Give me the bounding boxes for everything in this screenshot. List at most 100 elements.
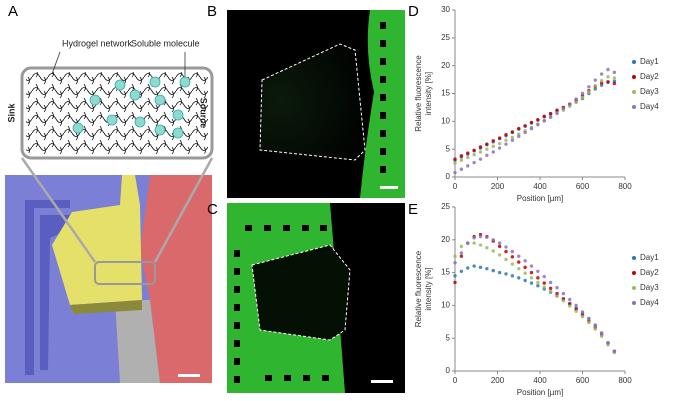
- point: [510, 255, 515, 259]
- point: [529, 276, 534, 280]
- point: [593, 78, 597, 82]
- point: [542, 285, 546, 289]
- point: [459, 269, 464, 273]
- dark-channel: [330, 203, 405, 393]
- legend-marker: [632, 271, 636, 275]
- render-hydrogel: [52, 175, 142, 305]
- point: [497, 270, 502, 275]
- point: [491, 144, 495, 149]
- point: [459, 158, 464, 162]
- point: [453, 161, 457, 165]
- leader: [51, 51, 61, 75]
- y-tick-label: 25: [441, 33, 450, 42]
- point: [606, 341, 610, 345]
- point: [517, 266, 521, 271]
- point: [478, 150, 483, 154]
- point: [459, 167, 464, 171]
- y-tick-label: 5: [446, 144, 451, 153]
- point: [453, 254, 457, 258]
- x-tick-label: 600: [576, 182, 590, 191]
- y-tick-label: 10: [441, 301, 450, 310]
- molecule-label: Soluble molecule: [131, 38, 200, 48]
- point: [485, 142, 489, 146]
- point: [472, 241, 476, 245]
- x-tick-label: 400: [533, 376, 547, 385]
- point: [497, 244, 502, 249]
- point: [612, 349, 617, 354]
- y-tick-label: 20: [441, 235, 450, 244]
- point: [453, 157, 457, 161]
- y-tick-label: 0: [446, 172, 451, 181]
- legend-marker: [632, 90, 636, 94]
- panel-label: C: [207, 201, 218, 218]
- point: [497, 241, 502, 245]
- point: [485, 245, 489, 250]
- point: [459, 251, 464, 255]
- point: [529, 120, 534, 125]
- point: [504, 132, 508, 137]
- point: [612, 81, 617, 86]
- legend-marker: [632, 256, 636, 260]
- point: [466, 164, 470, 168]
- point: [580, 95, 585, 100]
- x-tick-label: 200: [491, 376, 505, 385]
- point: [453, 280, 457, 285]
- point: [472, 153, 476, 157]
- point: [536, 117, 540, 122]
- point: [459, 154, 464, 158]
- scale-bar: [178, 374, 200, 377]
- molecules: [72, 76, 191, 139]
- y-tick-label: 30: [441, 5, 450, 14]
- y-axis-title: Relative fluorescence: [414, 55, 423, 132]
- y-tick-label: 0: [446, 366, 451, 375]
- y-axis-title: intensity [%]: [424, 267, 433, 310]
- point: [555, 294, 559, 298]
- point: [548, 280, 553, 285]
- point: [504, 257, 508, 262]
- network-label: Hydrogel network: [62, 38, 133, 48]
- point: [517, 276, 521, 280]
- point: [504, 142, 508, 146]
- point: [529, 264, 534, 268]
- hydrogel-region: [252, 245, 350, 340]
- pillars: [234, 225, 329, 383]
- point: [536, 280, 540, 285]
- point: [491, 150, 495, 154]
- point: [478, 234, 483, 239]
- point: [606, 67, 610, 72]
- point: [504, 138, 508, 142]
- point: [504, 249, 508, 254]
- legend-label: Day4: [640, 102, 659, 111]
- point: [485, 153, 489, 157]
- point: [587, 85, 591, 89]
- legend-marker: [632, 60, 636, 64]
- point: [523, 278, 527, 283]
- point: [517, 254, 521, 258]
- point: [517, 126, 521, 131]
- zoom-box: [94, 261, 156, 285]
- point: [580, 314, 585, 319]
- zoom-line: [20, 157, 97, 263]
- point: [510, 274, 515, 278]
- hydrogel-region: [260, 44, 365, 160]
- point: [529, 126, 534, 131]
- point: [523, 130, 527, 135]
- panel-b: [227, 10, 405, 198]
- panel-a: Hydrogel network Soluble molecule Sink S…: [5, 38, 214, 383]
- point: [517, 260, 521, 264]
- legend-marker: [632, 286, 636, 290]
- point: [599, 334, 604, 338]
- panel-c: [227, 203, 405, 393]
- point: [593, 324, 597, 328]
- sink-label: Sink: [6, 103, 16, 123]
- point: [542, 114, 546, 119]
- point: [555, 285, 559, 290]
- x-tick-label: 0: [453, 182, 458, 191]
- point: [536, 122, 540, 127]
- point: [510, 135, 515, 140]
- point: [491, 139, 495, 143]
- point: [466, 155, 470, 160]
- panel-label: B: [207, 3, 217, 20]
- point: [523, 124, 527, 128]
- point: [466, 241, 470, 245]
